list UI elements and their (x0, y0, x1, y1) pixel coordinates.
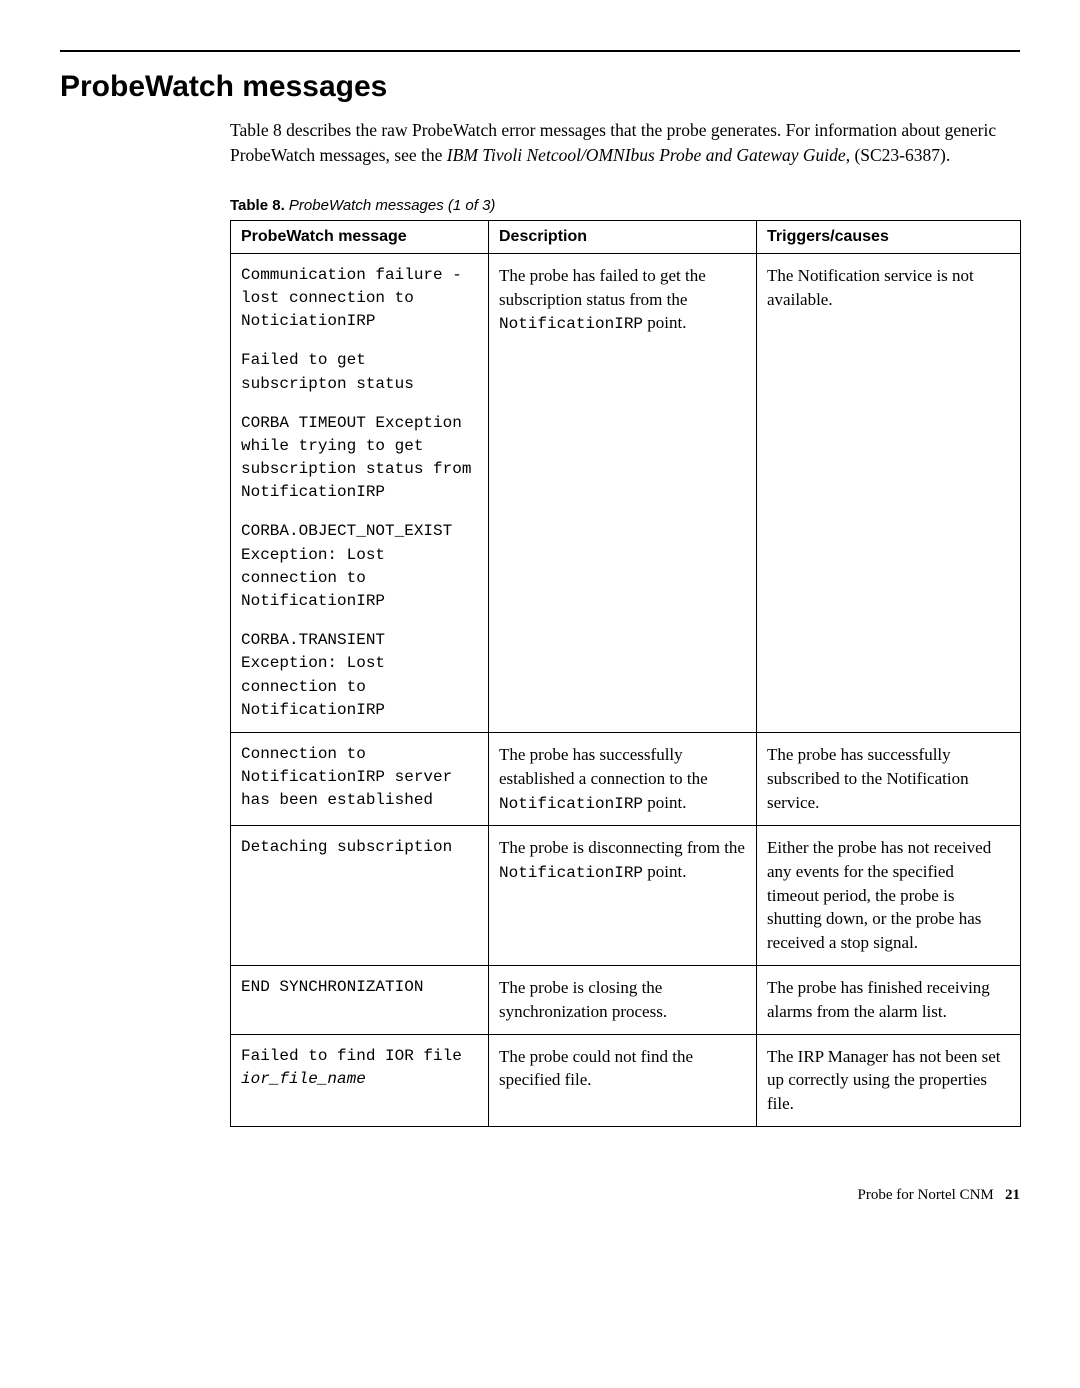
col-header-description: Description (489, 220, 757, 253)
intro-part2: , (SC23-6387). (846, 145, 951, 165)
top-rule (60, 50, 1020, 52)
cell-triggers: Either the probe has not received any ev… (757, 825, 1021, 965)
page-footer: Probe for Nortel CNM 21 (60, 1187, 1020, 1204)
cell-message: Connection to NotificationIRP server has… (231, 732, 489, 825)
caption-bold: Table 8. (230, 197, 285, 214)
cell-description: The probe has failed to get the subscrip… (489, 253, 757, 732)
cell-description: The probe has successfully established a… (489, 732, 757, 825)
desc-text: point. (643, 793, 686, 812)
cell-triggers: The Notification service is not availabl… (757, 253, 1021, 732)
table-caption: Table 8. ProbeWatch messages (1 of 3) (230, 197, 1020, 214)
table-row: Communication failure - lost connection … (231, 253, 1021, 732)
desc-text: point. (643, 862, 686, 881)
table-row: Failed to find IOR file ior_file_name Th… (231, 1034, 1021, 1126)
caption-italic: ProbeWatch messages (1 of 3) (285, 197, 496, 214)
cell-message: Failed to find IOR file ior_file_name (231, 1034, 489, 1126)
msg-italic: ior_file_name (241, 1070, 366, 1088)
desc-code: NotificationIRP (499, 315, 643, 333)
desc-text: The probe is disconnecting from the (499, 838, 745, 857)
cell-triggers: The IRP Manager has not been set up corr… (757, 1034, 1021, 1126)
desc-text: The probe has successfully established a… (499, 745, 708, 788)
footer-page: 21 (1005, 1187, 1020, 1203)
cell-message: END SYNCHRONIZATION (231, 965, 489, 1034)
table-row: END SYNCHRONIZATION The probe is closing… (231, 965, 1021, 1034)
cell-description: The probe is closing the synchronization… (489, 965, 757, 1034)
desc-code: NotificationIRP (499, 795, 643, 813)
cell-message: Detaching subscription (231, 825, 489, 965)
page-heading: ProbeWatch messages (60, 70, 1020, 104)
table-row: Detaching subscription The probe is disc… (231, 825, 1021, 965)
msg-block: CORBA.TRANSIENT Exception: Lost connecti… (241, 629, 478, 722)
col-header-message: ProbeWatch message (231, 220, 489, 253)
footer-title: Probe for Nortel CNM (858, 1187, 994, 1203)
cell-triggers: The probe has successfully subscribed to… (757, 732, 1021, 825)
desc-code: NotificationIRP (499, 864, 643, 882)
desc-text: point. (643, 313, 686, 332)
msg-block: CORBA.OBJECT_NOT_EXIST Exception: Lost c… (241, 520, 478, 613)
msg-text: Failed to find IOR file (241, 1047, 462, 1065)
msg-block: CORBA TIMEOUT Exception while trying to … (241, 412, 478, 505)
cell-message: Communication failure - lost connection … (231, 253, 489, 732)
cell-triggers: The probe has finished receiving alarms … (757, 965, 1021, 1034)
desc-text: The probe has failed to get the subscrip… (499, 266, 706, 309)
table-row: Connection to NotificationIRP server has… (231, 732, 1021, 825)
msg-block: Failed to get subscripton status (241, 349, 478, 395)
table-header-row: ProbeWatch message Description Triggers/… (231, 220, 1021, 253)
cell-description: The probe is disconnecting from the Noti… (489, 825, 757, 965)
intro-paragraph: Table 8 describes the raw ProbeWatch err… (230, 118, 1020, 169)
col-header-triggers: Triggers/causes (757, 220, 1021, 253)
msg-block: Communication failure - lost connection … (241, 264, 478, 334)
probewatch-table: ProbeWatch message Description Triggers/… (230, 220, 1021, 1127)
cell-description: The probe could not find the specified f… (489, 1034, 757, 1126)
intro-italic: IBM Tivoli Netcool/OMNIbus Probe and Gat… (447, 145, 846, 165)
